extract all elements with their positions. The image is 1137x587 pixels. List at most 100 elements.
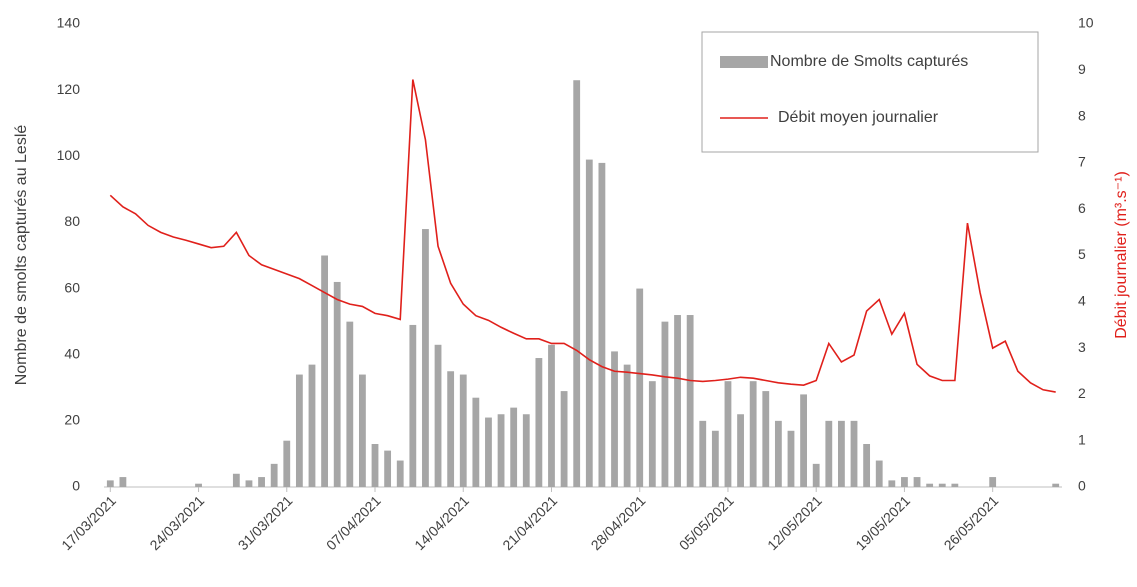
y-tick-label: 100: [57, 147, 81, 163]
y-tick-label: 20: [64, 412, 80, 428]
bar: [674, 315, 681, 487]
x-tick-label: 28/04/2021: [588, 492, 649, 553]
bar: [346, 321, 354, 487]
bar: [497, 414, 505, 487]
legend-box: [701, 31, 1039, 153]
bar: [850, 420, 858, 487]
y-tick-label: 0: [72, 478, 80, 494]
bar: [195, 483, 202, 487]
legend-label: Débit moyen journalier: [778, 109, 939, 126]
bar: [308, 364, 316, 487]
bar: [585, 159, 593, 488]
bar: [232, 473, 240, 487]
bar: [459, 374, 467, 487]
y2-tick-label: 0: [1078, 478, 1086, 494]
bar: [686, 315, 694, 487]
bar: [283, 440, 291, 487]
x-tick-label: 26/05/2021: [941, 492, 1002, 553]
bar: [623, 364, 631, 487]
bar: [548, 344, 555, 487]
bar: [724, 381, 732, 487]
bar: [245, 480, 253, 487]
bar: [510, 407, 518, 487]
bar: [636, 288, 644, 487]
x-tick-label: 31/03/2021: [235, 492, 296, 553]
y2-tick-label: 4: [1078, 293, 1086, 309]
bar: [737, 414, 744, 487]
bar: [522, 414, 530, 487]
bar: [951, 483, 959, 487]
bar: [384, 450, 392, 487]
y-tick-label: 40: [64, 345, 80, 361]
bar: [106, 480, 114, 487]
bar: [926, 483, 934, 487]
bar: [258, 477, 265, 487]
bar: [611, 351, 618, 487]
bar: [409, 324, 417, 487]
x-tick-label: 17/03/2021: [58, 492, 119, 553]
y2-tick-label: 8: [1078, 107, 1086, 123]
bar: [598, 162, 606, 487]
bar: [825, 420, 833, 487]
bar: [485, 417, 492, 487]
legend-swatch: [720, 56, 768, 68]
bar: [888, 480, 896, 487]
bar: [661, 321, 669, 487]
x-tick-label: 12/05/2021: [764, 492, 825, 553]
y-tick-label: 80: [64, 213, 80, 229]
bar: [800, 394, 807, 487]
bar: [359, 374, 366, 487]
bar: [787, 430, 795, 487]
y2-tick-label: 2: [1078, 385, 1086, 401]
x-tick-label: 19/05/2021: [852, 492, 913, 553]
bar: [321, 255, 328, 487]
bar: [913, 477, 921, 487]
line: [109, 79, 1056, 393]
y2-tick-label: 3: [1078, 339, 1086, 355]
bar: [333, 281, 341, 487]
bar: [396, 460, 404, 487]
bar: [762, 391, 770, 487]
bar: [838, 420, 845, 487]
x-tick-label: 21/04/2021: [499, 492, 560, 553]
bar: [938, 483, 946, 487]
bar: [989, 477, 997, 487]
bar: [422, 229, 429, 488]
bar: [875, 460, 883, 487]
y2-tick-label: 6: [1078, 200, 1086, 216]
bar: [901, 477, 908, 487]
y2-tick-label: 10: [1078, 15, 1094, 31]
x-tick-label: 05/05/2021: [676, 492, 737, 553]
legend-label: Nombre de Smolts capturés: [770, 53, 968, 70]
y2-tick-label: 1: [1078, 431, 1086, 447]
y-tick-label: 120: [57, 81, 81, 97]
x-tick-label: 14/04/2021: [411, 492, 472, 553]
bar: [749, 381, 757, 487]
bar: [774, 420, 782, 487]
bar: [472, 397, 480, 487]
bar: [699, 420, 707, 487]
bar: [295, 374, 303, 487]
bar: [434, 344, 442, 487]
x-tick-label: 07/04/2021: [323, 492, 384, 553]
bar: [1052, 483, 1060, 487]
bar: [711, 430, 719, 487]
y-tick-label: 60: [64, 279, 80, 295]
y2-tick-label: 7: [1078, 154, 1086, 170]
bar: [119, 477, 127, 487]
x-tick-label: 24/03/2021: [146, 492, 207, 553]
y2-tick-label: 5: [1078, 246, 1086, 262]
bar: [863, 444, 871, 487]
bar: [535, 358, 543, 487]
bar: [573, 80, 581, 487]
bar: [560, 391, 568, 487]
bar: [371, 444, 379, 487]
bar: [270, 463, 278, 487]
bar: [812, 463, 820, 487]
y2-tick-label: 9: [1078, 61, 1086, 77]
bar: [648, 381, 656, 487]
y-tick-label: 140: [57, 15, 81, 31]
y2-axis-title: Débit journalier (m³.s⁻¹): [1113, 171, 1130, 339]
y-axis-title: Nombre de smolts capturés au Leslé: [13, 125, 30, 386]
